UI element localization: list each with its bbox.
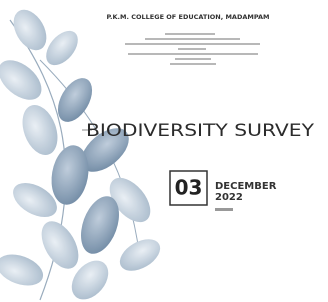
page: {"header": {"title": "P.K.M. COLLEGE OF … — [0, 0, 328, 302]
year: 2022 — [215, 192, 243, 203]
small-note — [215, 208, 233, 211]
day: 03 — [175, 176, 203, 200]
college-name: P.K.M. COLLEGE OF EDUCATION, MADAMPAM — [106, 13, 269, 21]
cover: P.K.M. COLLEGE OF EDUCATION, MADAMPAM BI… — [0, 0, 328, 302]
cover-title: BIODIVERSITY SURVEY — [86, 121, 315, 141]
month: DECEMBER — [215, 181, 277, 192]
